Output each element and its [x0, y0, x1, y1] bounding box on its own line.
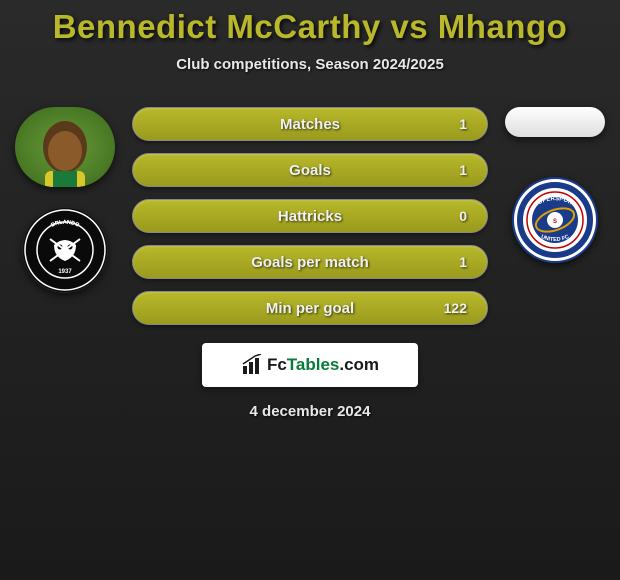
stat-right-value: 122	[444, 300, 467, 316]
stat-label: Matches	[280, 116, 340, 133]
svg-text:1937: 1937	[58, 269, 72, 275]
brand-dotcom: .com	[339, 355, 379, 374]
stat-right-value: 1	[459, 254, 467, 270]
brand-tables: Tables	[287, 355, 340, 374]
stat-label: Goals per match	[251, 254, 369, 271]
date: 4 december 2024	[250, 403, 371, 420]
club-logo-right: S SUPERSPORT UNITED FC	[512, 177, 598, 263]
chart-icon	[241, 354, 263, 376]
left-side: 1937 ORLANDO ORLANDO	[10, 101, 120, 293]
stat-right-value: 1	[459, 162, 467, 178]
player-photo-left	[15, 107, 115, 187]
brand-fc: Fc	[267, 355, 287, 374]
stat-right-value: 0	[459, 208, 467, 224]
stat-right-value: 1	[459, 116, 467, 132]
comparison-panel: 1937 ORLANDO ORLANDO Matches 1	[10, 101, 610, 325]
player-photo-right	[505, 107, 605, 137]
footer: FcTables.com 4 december 2024	[10, 343, 610, 420]
stat-row-goals-per-match: Goals per match 1	[132, 245, 488, 279]
club-logo-left: 1937 ORLANDO ORLANDO	[22, 207, 108, 293]
brand-text: FcTables.com	[267, 355, 379, 375]
stat-row-goals: Goals 1	[132, 153, 488, 187]
svg-text:S: S	[553, 219, 557, 225]
stat-label: Hattricks	[278, 208, 342, 225]
subtitle: Club competitions, Season 2024/2025	[10, 56, 610, 73]
right-side: S SUPERSPORT UNITED FC	[500, 101, 610, 263]
stat-row-matches: Matches 1	[132, 107, 488, 141]
stat-label: Min per goal	[266, 300, 354, 317]
stat-label: Goals	[289, 162, 331, 179]
stat-row-min-per-goal: Min per goal 122	[132, 291, 488, 325]
stats-column: Matches 1 Goals 1 Hattricks 0 Goals per …	[132, 101, 488, 325]
stat-row-hattricks: Hattricks 0	[132, 199, 488, 233]
page-title: Bennedict McCarthy vs Mhango	[10, 8, 610, 46]
brand-box: FcTables.com	[202, 343, 418, 387]
